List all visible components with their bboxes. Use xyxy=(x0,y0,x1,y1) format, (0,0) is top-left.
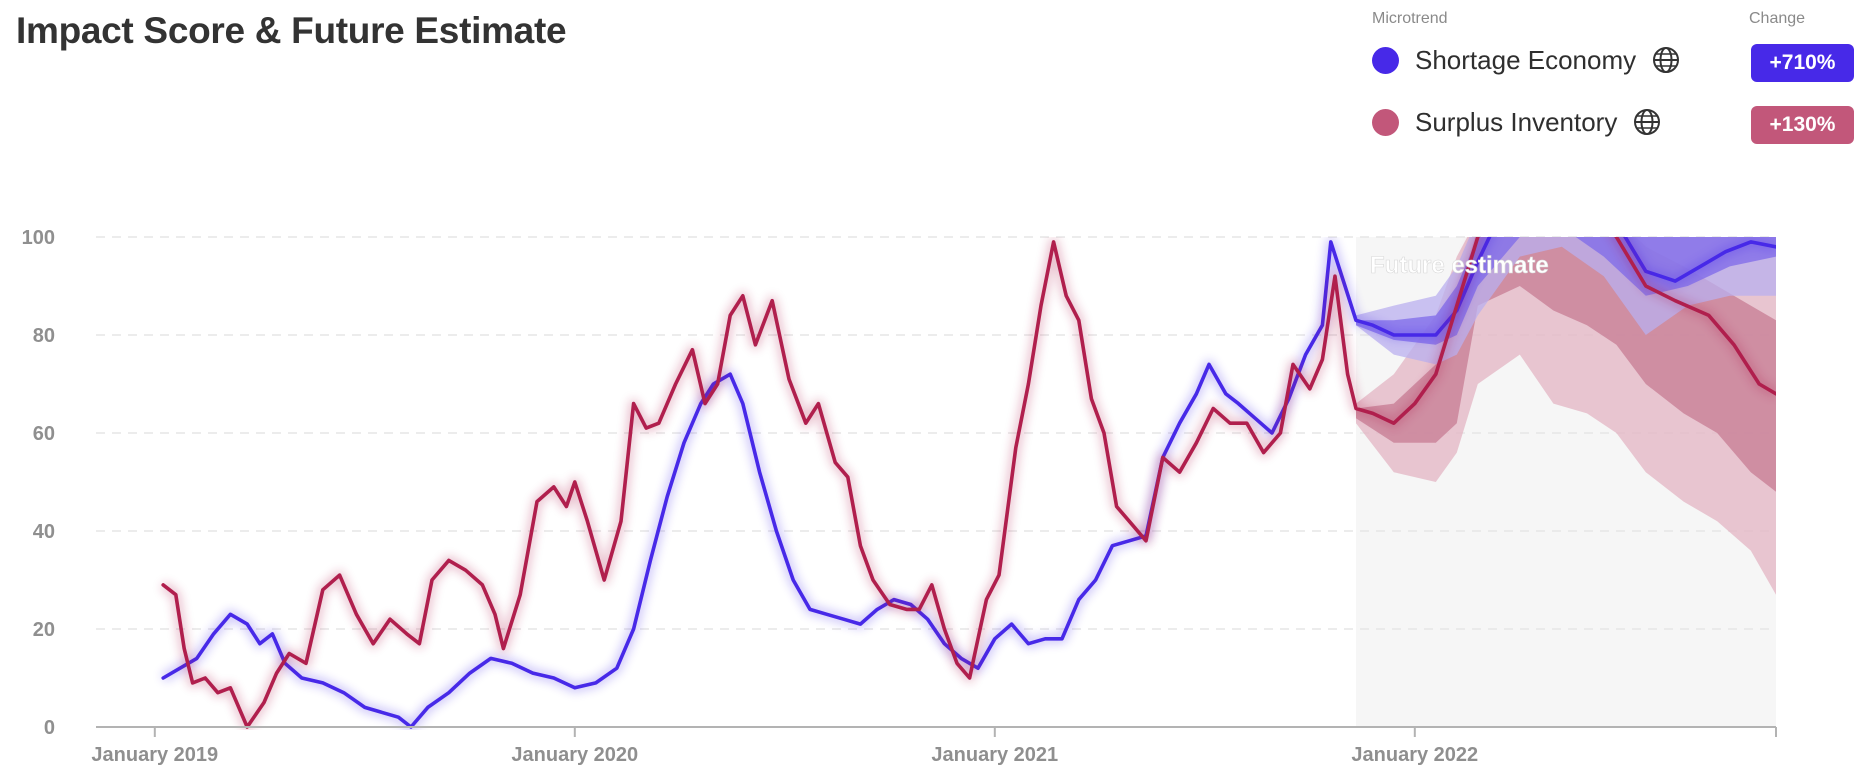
globe-icon[interactable] xyxy=(1650,44,1682,76)
y-tick-label: 20 xyxy=(33,619,55,641)
y-tick-label: 0 xyxy=(44,717,55,739)
y-tick-label: 80 xyxy=(33,325,55,347)
change-badge-shortage-economy: +710% xyxy=(1751,44,1854,82)
future-estimate-label: Future estimate xyxy=(1370,252,1549,279)
chart-title: Impact Score & Future Estimate xyxy=(16,10,567,51)
series-line-surplus-inventory xyxy=(161,237,1776,729)
x-tick-label: January 2022 xyxy=(1351,744,1478,766)
legend-item-shortage-economy[interactable]: Shortage Economy xyxy=(1372,41,1682,79)
series-color-dot xyxy=(1372,46,1399,74)
legend-item-label: Shortage Economy xyxy=(1415,44,1637,75)
forecast-band-shortage-economy-inner xyxy=(1356,237,1776,345)
microtrend-header: Microtrend xyxy=(1372,10,1448,27)
y-tick-label: 40 xyxy=(33,521,55,543)
legend-item-surplus-inventory[interactable]: Surplus Inventory xyxy=(1372,103,1663,141)
y-tick-label: 60 xyxy=(33,423,55,445)
globe-icon[interactable] xyxy=(1631,106,1663,138)
change-badge-surplus-inventory: +130% xyxy=(1751,106,1854,144)
y-tick-label: 100 xyxy=(22,227,55,249)
x-tick-label: January 2020 xyxy=(511,744,638,766)
x-tick-label: January 2019 xyxy=(91,744,218,766)
legend-item-label: Surplus Inventory xyxy=(1415,106,1618,137)
series-color-dot xyxy=(1372,108,1399,136)
x-tick-label: January 2021 xyxy=(931,744,1058,766)
change-header: Change xyxy=(1749,10,1806,27)
